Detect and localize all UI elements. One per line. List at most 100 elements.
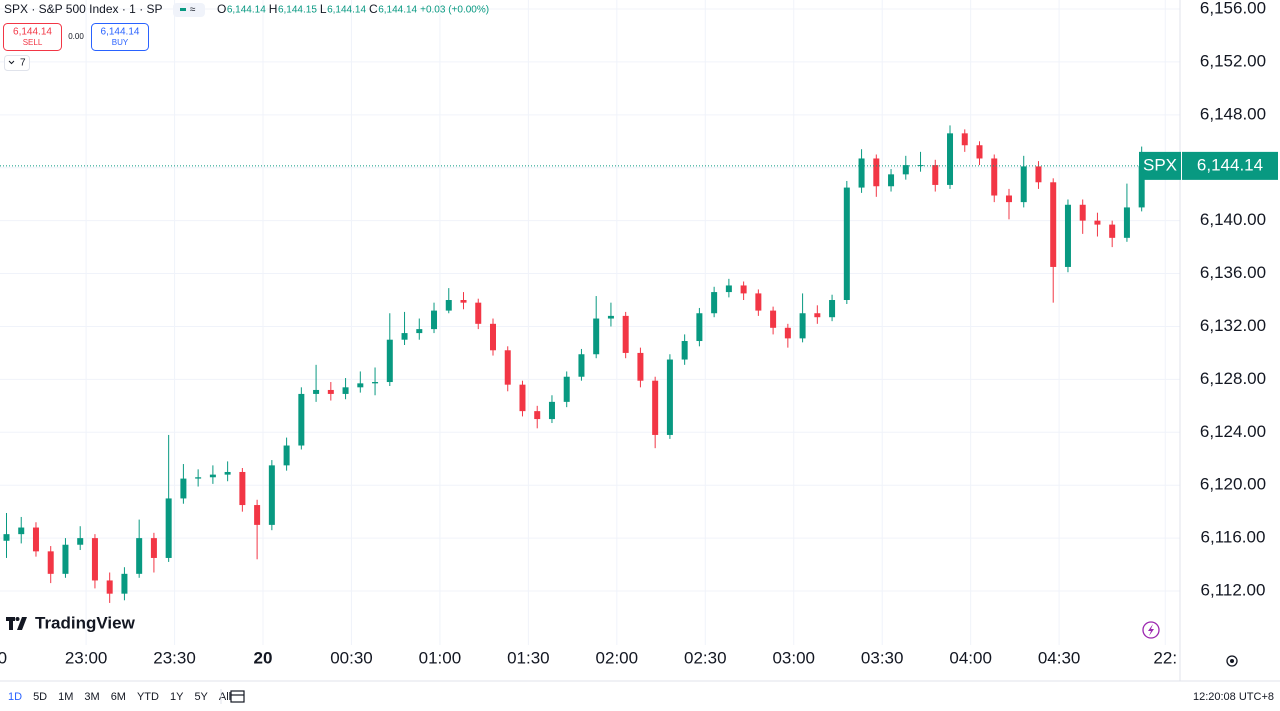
candle-body <box>534 411 541 420</box>
buy-price: 6,144.14 <box>101 27 140 38</box>
ohlc-value: 6,144.14 <box>227 5 266 16</box>
candle-body <box>136 538 143 574</box>
candle-body <box>342 387 349 394</box>
buy-label: BUY <box>112 38 129 47</box>
indicators-toggle[interactable] <box>4 55 30 71</box>
candle-body <box>1005 195 1012 203</box>
candle-body <box>917 165 924 167</box>
candle-body <box>563 376 570 402</box>
range-button[interactable]: 5D <box>33 691 47 703</box>
candle-body <box>858 158 865 188</box>
symbol-title: SPX · S&P 500 Index · 1 · SP <box>4 2 163 16</box>
logo-mark <box>6 617 27 630</box>
candle-body <box>829 300 836 318</box>
candle-body <box>725 285 732 293</box>
candle-body <box>254 505 261 525</box>
candle-body <box>91 538 98 581</box>
grid <box>0 0 1180 645</box>
y-tick-label: 6,120.00 <box>1200 475 1266 494</box>
settings-button[interactable] <box>1226 655 1238 667</box>
candle-body <box>313 389 320 394</box>
ohlc-key: L <box>320 2 327 16</box>
calendar-button[interactable] <box>230 690 245 703</box>
y-tick-label: 6,124.00 <box>1200 422 1266 441</box>
candle-body <box>475 302 482 324</box>
chevron <box>8 60 15 65</box>
candle-body <box>770 310 777 328</box>
candle-body <box>1109 224 1116 238</box>
candle-body <box>888 174 895 187</box>
candle-body <box>799 313 806 339</box>
ohlc-value: 6,144.14 <box>378 5 417 16</box>
price-tag-price: 6,144.14 <box>1197 155 1263 174</box>
candle-body <box>504 350 511 385</box>
range-button[interactable]: 1Y <box>170 691 184 703</box>
x-tick-label: 30 <box>0 648 7 667</box>
range-button[interactable]: 6M <box>111 691 126 703</box>
candle-body <box>976 145 983 159</box>
candle-body <box>991 158 998 196</box>
y-tick-label: 6,156.00 <box>1200 0 1266 17</box>
candle-body <box>180 478 187 499</box>
change: +0.03 (+0.00%) <box>420 5 489 16</box>
x-tick-label: 04:00 <box>949 648 992 667</box>
range-button[interactable]: YTD <box>137 691 159 703</box>
candle-body <box>947 133 954 185</box>
candle-body <box>1050 182 1057 267</box>
range-button[interactable]: 1M <box>58 691 73 703</box>
sell-label: SELL <box>23 38 43 47</box>
x-tick-label: 02:00 <box>596 648 639 667</box>
ohlc-key: C <box>369 2 378 16</box>
x-tick-label: 20 <box>254 648 273 667</box>
candle-body <box>1079 204 1086 221</box>
candle-body <box>607 315 614 319</box>
lightning-icon <box>1148 624 1154 636</box>
candle-body <box>489 323 496 351</box>
candle-body <box>593 318 600 355</box>
candle-body <box>372 382 379 384</box>
price-tag-symbol-bg <box>1139 151 1181 180</box>
range-button[interactable]: 5Y <box>194 691 208 703</box>
candle-body <box>902 165 909 175</box>
ohlc-key: H <box>269 2 278 16</box>
indicator-toggle[interactable] <box>173 3 205 17</box>
ohlc-value: 6,144.15 <box>278 5 317 16</box>
range-bar: 1D 5D 1M 3M 6M YTD 1Y 5Y All <box>8 691 231 703</box>
candle-body <box>401 333 408 340</box>
clock: 12:20:08 UTC+8 <box>1193 691 1274 703</box>
x-tick-label: 23:30 <box>153 648 196 667</box>
price-tag-symbol: SPX <box>1143 155 1177 174</box>
candle-body <box>740 285 747 294</box>
buy-button[interactable] <box>91 23 149 51</box>
x-tick-label: 03:30 <box>861 648 904 667</box>
y-tick-label: 6,136.00 <box>1200 263 1266 282</box>
candle-body <box>843 187 850 301</box>
candle-body <box>814 313 821 318</box>
range-button[interactable]: 1D <box>8 691 22 703</box>
x-tick-label: 23:00 <box>65 648 108 667</box>
settings-icon <box>1230 659 1234 663</box>
lightning-button[interactable] <box>1142 621 1160 639</box>
candle-body <box>666 359 673 435</box>
candle-body <box>1035 166 1042 183</box>
candle-body <box>445 300 452 311</box>
price-tag-bg <box>1182 151 1278 180</box>
candle-body <box>1094 220 1101 225</box>
candle-body <box>224 471 231 475</box>
candle-body <box>47 551 54 574</box>
candle-body <box>416 329 423 334</box>
x-tick-label: 04:30 <box>1038 648 1081 667</box>
candle-body <box>32 527 39 552</box>
y-tick-label: 6,128.00 <box>1200 369 1266 388</box>
candle-body <box>1123 207 1130 238</box>
candle-body <box>268 465 275 525</box>
candle-body <box>1020 166 1027 203</box>
candle-body <box>1064 204 1071 267</box>
candle-body <box>106 580 113 594</box>
sell-button[interactable] <box>3 23 62 51</box>
range-button[interactable]: 3M <box>84 691 99 703</box>
x-tick-label: 01:00 <box>419 648 462 667</box>
candle-body <box>386 339 393 383</box>
candle-body <box>519 384 526 412</box>
range-button[interactable]: All <box>219 691 231 703</box>
